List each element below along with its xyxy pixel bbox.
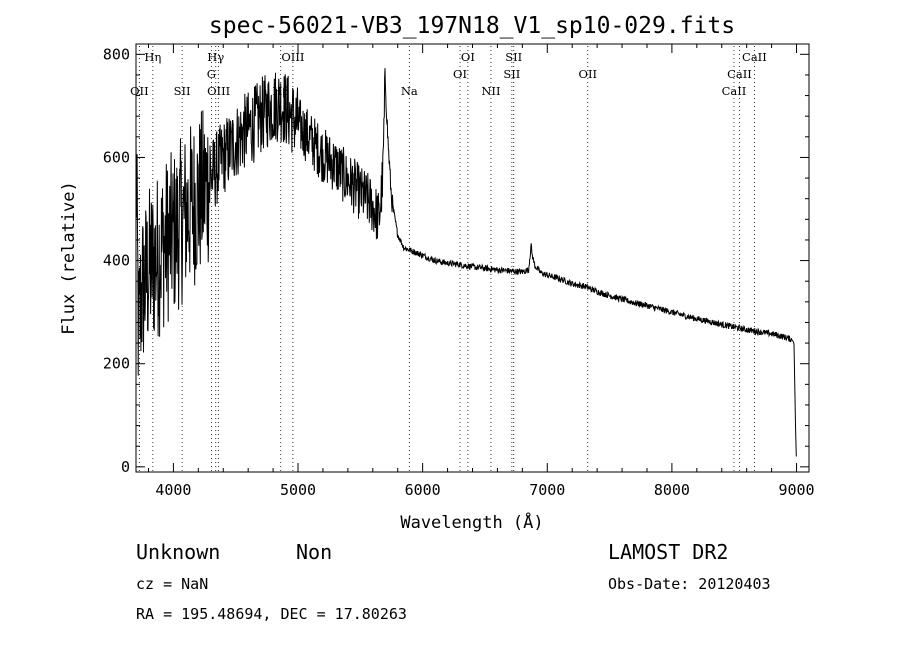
line-marker-label: OII xyxy=(130,84,149,98)
y-tick-label: 600 xyxy=(103,148,130,166)
line-marker-label: OI xyxy=(453,67,467,81)
x-tick-label: 6000 xyxy=(405,481,441,499)
obs-date: Obs-Date: 20120403 xyxy=(608,575,771,593)
line-marker-label: G xyxy=(207,67,216,81)
object-class: Unknown xyxy=(136,540,220,564)
line-marker-label: Na xyxy=(401,84,418,98)
plot-frame xyxy=(135,43,810,473)
object-subclass: Non xyxy=(296,540,332,564)
x-tick-label: 8000 xyxy=(654,481,690,499)
x-tick-label: 7000 xyxy=(529,481,565,499)
survey-name: LAMOST DR2 xyxy=(608,540,728,564)
line-marker-label: OIII xyxy=(281,50,304,64)
y-tick-label: 200 xyxy=(103,355,130,373)
y-tick-label: 0 xyxy=(121,458,130,476)
x-tick-label: 4000 xyxy=(155,481,191,499)
flux-series-line xyxy=(135,68,797,457)
chart-title: spec-56021-VB3_197N18_V1_sp10-029.fits xyxy=(209,13,735,39)
line-marker-label: OI xyxy=(461,50,475,64)
line-marker-label: CaII xyxy=(722,84,747,98)
line-marker-label: SII xyxy=(503,67,520,81)
line-marker-label: NII xyxy=(481,84,500,98)
x-tick-label: 9000 xyxy=(778,481,814,499)
line-marker-label: CaII xyxy=(727,67,752,81)
y-tick-label: 800 xyxy=(103,45,130,63)
line-marker-label: SII xyxy=(174,84,191,98)
line-marker-label: SII xyxy=(505,50,522,64)
line-marker-label: Hη xyxy=(144,50,161,64)
y-tick-label: 400 xyxy=(103,252,130,270)
coordinates: RA = 195.48694, DEC = 17.80263 xyxy=(136,605,407,623)
line-marker-label: CaII xyxy=(742,50,767,64)
x-tick-label: 5000 xyxy=(280,481,316,499)
line-marker-label: Hγ xyxy=(207,50,224,64)
y-axis-label: Flux (relative) xyxy=(59,181,79,335)
redshift-cz: cz = NaN xyxy=(136,575,208,593)
y-axis: 0 200 400 600 800 xyxy=(103,45,809,476)
x-axis-label: Wavelength (Å) xyxy=(400,511,543,533)
line-marker-label: OII xyxy=(579,67,598,81)
line-marker-label: OIII xyxy=(207,84,230,98)
x-axis: 4000 5000 6000 7000 8000 9000 xyxy=(147,44,815,499)
